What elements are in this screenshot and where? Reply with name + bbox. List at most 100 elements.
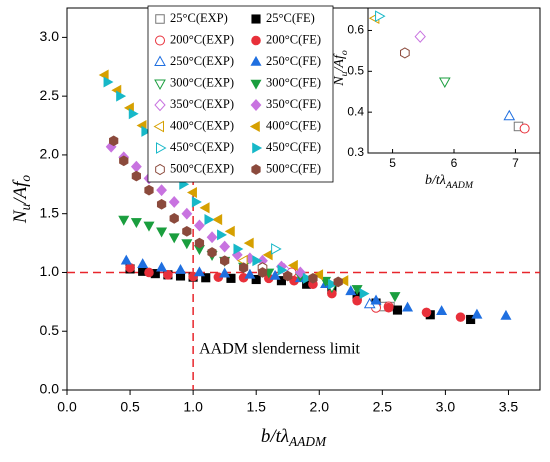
point (103, 76, 114, 88)
point (181, 239, 193, 250)
point (156, 198, 167, 210)
point (143, 221, 155, 232)
legend-label: 450°C(EXP) (170, 140, 234, 154)
legend-label: 350°C(EXP) (170, 97, 234, 111)
point (207, 247, 217, 258)
point (251, 164, 261, 175)
point (181, 207, 193, 220)
point (191, 196, 202, 208)
point (438, 77, 451, 89)
legend-label: 500°C(EXP) (170, 161, 234, 175)
point (252, 142, 263, 154)
y-tick-label: 1.0 (40, 263, 60, 279)
axis-label: b/tλAADM (425, 173, 474, 191)
x-tick-label: 1.5 (246, 399, 266, 415)
point (130, 218, 142, 229)
label-part: b/tλ (425, 173, 446, 188)
point (220, 255, 230, 267)
point (144, 184, 154, 196)
legend-label: 250°C(FE) (266, 54, 321, 68)
inset-frame (367, 7, 541, 154)
point (156, 227, 168, 238)
point (471, 308, 483, 319)
y-tick-label: 1.5 (40, 204, 60, 220)
point (277, 264, 288, 276)
point (375, 10, 386, 23)
point (271, 243, 282, 255)
point (212, 214, 223, 226)
legend-label: 300°C(EXP) (170, 75, 234, 89)
x-tick-label: 1.0 (183, 399, 203, 415)
point (168, 195, 180, 208)
label-part: N (10, 209, 31, 224)
label-part: b/tλ (261, 426, 289, 447)
point (199, 202, 210, 214)
point (251, 14, 261, 24)
subscript: o (339, 50, 350, 55)
point (130, 160, 142, 173)
point (519, 123, 530, 134)
legend-label: 200°C(EXP) (170, 32, 234, 46)
legend-label: 300°C(FE) (266, 75, 321, 89)
label-part: /Af (332, 53, 347, 72)
point (154, 79, 166, 91)
point (169, 213, 179, 224)
legend-label: 350°C(FE) (266, 97, 321, 111)
point (352, 295, 362, 306)
point (226, 273, 236, 283)
legend-label: 250°C(EXP) (170, 54, 234, 68)
point (233, 243, 244, 255)
point (217, 229, 227, 241)
point (243, 237, 254, 249)
point (414, 30, 426, 43)
point (320, 276, 332, 287)
point (155, 35, 165, 46)
point (194, 219, 205, 232)
point (389, 292, 401, 303)
label-part: N (332, 76, 347, 87)
axis-label: Nu/Afo (10, 175, 33, 225)
x-tick-label: 0.0 (57, 399, 77, 415)
legend-label: 25°C(FE) (266, 11, 315, 25)
point (287, 259, 298, 271)
point (193, 266, 205, 277)
point (204, 214, 215, 226)
point (182, 225, 192, 237)
y-tick-label: 2.5 (40, 87, 60, 103)
point (155, 14, 165, 24)
label-part: /Af (10, 179, 31, 205)
point (338, 275, 349, 287)
point (219, 240, 231, 253)
point (421, 307, 432, 318)
point (119, 155, 129, 167)
legend-box (147, 5, 334, 183)
point (156, 261, 168, 272)
point (128, 108, 139, 120)
point (154, 55, 166, 66)
point (333, 276, 343, 288)
y-tick-label: 0.5 (40, 322, 60, 338)
point (249, 120, 260, 133)
point (206, 231, 218, 244)
axis-label: Nu/Afo (332, 50, 350, 87)
legend-label: 200°C(FE) (266, 32, 321, 46)
point (370, 294, 382, 305)
point (175, 263, 187, 274)
point (187, 187, 197, 199)
point (155, 163, 165, 176)
point (224, 225, 235, 237)
point (283, 270, 293, 282)
point (345, 285, 357, 296)
point (251, 35, 261, 46)
point (163, 270, 173, 280)
point (156, 142, 167, 154)
legend-label: 500°C(FE) (266, 161, 321, 175)
point (201, 273, 211, 283)
point (120, 254, 132, 265)
point (269, 269, 281, 280)
legend-label: 400°C(EXP) (170, 118, 234, 132)
x-tick-label: 2.0 (310, 399, 330, 415)
point (154, 98, 166, 112)
y-tick-label: 0.0 (40, 381, 60, 397)
